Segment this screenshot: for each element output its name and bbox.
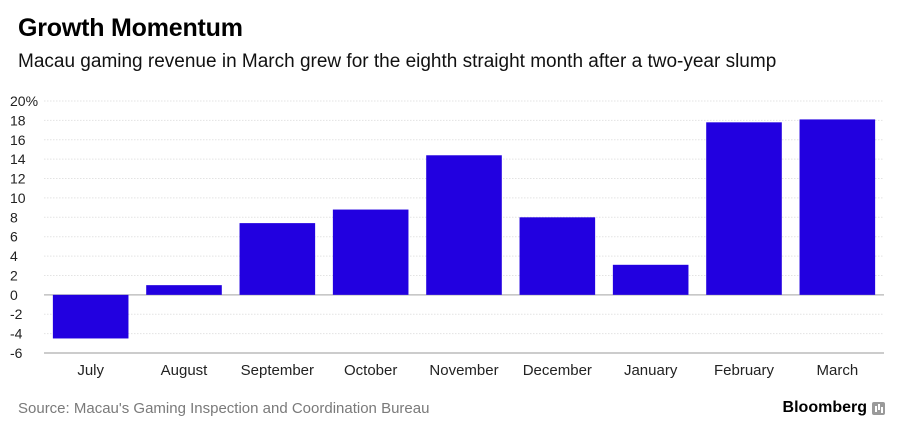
x-tick-label: November — [429, 362, 498, 379]
y-axis-ticks: -6 -4 -2 0 2 4 6 8 10 12 14 16 18 20% — [10, 93, 38, 361]
y-tick-label: 2 — [10, 267, 18, 283]
bar-chart-icon — [872, 401, 885, 415]
x-tick-label: January — [624, 362, 678, 379]
brand-logo: Bloomberg — [783, 399, 885, 417]
y-tick-label: 20% — [10, 93, 38, 109]
y-tick-label: 14 — [10, 151, 26, 167]
bars — [52, 119, 876, 339]
x-tick-label: September — [241, 362, 314, 379]
y-tick-label: 12 — [10, 171, 26, 187]
x-tick-label: July — [77, 362, 104, 379]
y-tick-label: 4 — [10, 248, 18, 264]
bar-february — [706, 122, 782, 295]
bar-january — [612, 264, 689, 295]
x-tick-label: March — [816, 362, 858, 379]
chart-subtitle: Macau gaming revenue in March grew for t… — [18, 51, 777, 72]
bar-march — [799, 119, 876, 295]
x-tick-label: August — [161, 362, 209, 379]
source-note: Source: Macau's Gaming Inspection and Co… — [18, 400, 430, 417]
brand-name: Bloomberg — [782, 399, 867, 416]
bar-chart: -6 -4 -2 0 2 4 6 8 10 12 14 16 18 20% July August Septe… — [10, 93, 884, 379]
chart-title: Growth Momentum — [18, 14, 243, 42]
y-tick-label: 8 — [10, 209, 18, 225]
y-tick-label: 18 — [10, 112, 26, 128]
x-tick-label: December — [523, 362, 592, 379]
x-axis-ticks: July August September October November Decemb… — [77, 362, 858, 379]
y-tick-label: -2 — [10, 306, 23, 322]
bar-december — [519, 217, 596, 295]
bar-november — [426, 155, 502, 295]
y-tick-label: -4 — [10, 326, 23, 342]
bar-october — [332, 209, 409, 295]
y-tick-label: 16 — [10, 132, 26, 148]
y-tick-label: 0 — [10, 287, 18, 303]
bar-august — [146, 285, 222, 295]
bar-july — [52, 294, 129, 339]
y-tick-label: 10 — [10, 190, 26, 206]
y-tick-label: 6 — [10, 229, 18, 245]
bar-september — [239, 223, 316, 295]
x-tick-label: October — [344, 362, 397, 379]
x-tick-label: February — [714, 362, 775, 379]
y-tick-label: -6 — [10, 345, 23, 361]
